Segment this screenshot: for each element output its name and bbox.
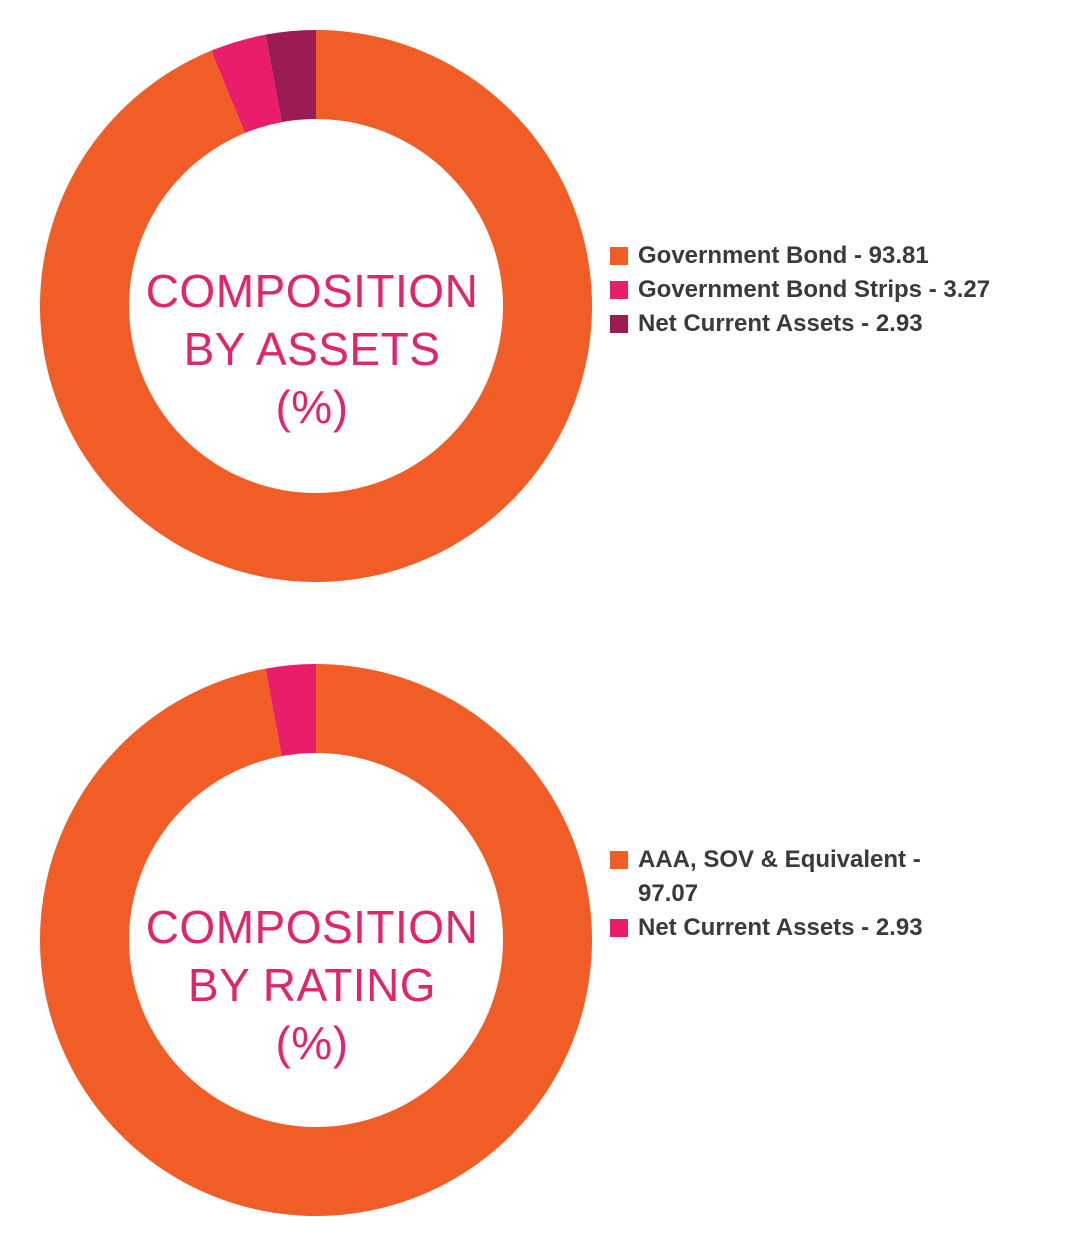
legend-swatch bbox=[610, 281, 628, 299]
composition-by-rating-chart: COMPOSITION BY RATING (%) AAA, SOV & Equ… bbox=[0, 664, 1077, 1224]
legend-swatch bbox=[610, 247, 628, 265]
donut-slice-net-current-assets bbox=[265, 30, 316, 123]
donut-slice-government-bond-strips bbox=[211, 34, 282, 134]
rating-title-line-3: (%) bbox=[275, 1017, 349, 1069]
composition-by-assets-chart: COMPOSITION BY ASSETS (%) Government Bon… bbox=[0, 30, 1077, 590]
legend-item-net-current-assets: Net Current Assets - 2.93 bbox=[610, 307, 1050, 341]
donut-slice-aaa-sov-equivalent bbox=[40, 664, 592, 1216]
assets-center-title: COMPOSITION BY ASSETS (%) bbox=[132, 262, 492, 436]
assets-donut bbox=[40, 30, 592, 582]
legend-swatch bbox=[610, 851, 628, 869]
assets-title-line-2: BY ASSETS bbox=[183, 323, 441, 375]
assets-title-line-1: COMPOSITION bbox=[145, 265, 479, 317]
rating-title-line-2: BY RATING bbox=[187, 959, 437, 1011]
legend-item-government-bond: Government Bond - 93.81 bbox=[610, 239, 1050, 273]
legend-label: Net Current Assets - 2.93 bbox=[638, 914, 923, 941]
rating-donut bbox=[40, 664, 592, 1216]
assets-title-line-3: (%) bbox=[275, 381, 349, 433]
legend-label: Government Bond Strips - 3.27 bbox=[638, 276, 991, 303]
legend-item-government-bond-strips: Government Bond Strips - 3.27 bbox=[610, 273, 1050, 307]
legend-item-aaa-sov-equivalent: AAA, SOV & Equivalent - 97.07 bbox=[610, 843, 968, 911]
legend-label: Net Current Assets - 2.93 bbox=[638, 310, 923, 337]
legend-label: AAA, SOV & Equivalent - 97.07 bbox=[638, 846, 921, 907]
legend-item-net-current-assets: Net Current Assets - 2.93 bbox=[610, 911, 968, 945]
assets-legend: Government Bond - 93.81 Government Bond … bbox=[610, 239, 1050, 341]
donut-slice-government-bond bbox=[40, 30, 592, 582]
legend-swatch bbox=[610, 315, 628, 333]
rating-legend: AAA, SOV & Equivalent - 97.07 Net Curren… bbox=[610, 843, 1050, 945]
rating-title-line-1: COMPOSITION bbox=[145, 901, 479, 953]
donut-slice-net-current-assets bbox=[265, 664, 316, 757]
rating-center-title: COMPOSITION BY RATING (%) bbox=[132, 898, 492, 1072]
legend-label: Government Bond - 93.81 bbox=[638, 242, 929, 269]
legend-swatch bbox=[610, 919, 628, 937]
